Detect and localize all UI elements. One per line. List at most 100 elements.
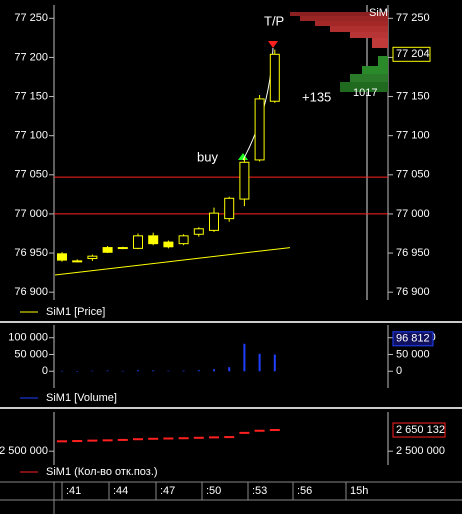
last-value-box	[392, 422, 446, 438]
volume-bar	[137, 370, 139, 372]
last-value-label: 2 650 132	[396, 424, 445, 436]
time-label: 15h	[350, 485, 368, 497]
time-label: :56	[297, 485, 312, 497]
volume-bar	[197, 370, 200, 372]
y-tick-label: 100 000	[8, 332, 48, 344]
volume-bar	[182, 370, 185, 372]
annotation: +135	[302, 89, 331, 104]
candle-body	[72, 260, 83, 263]
time-label: :53	[252, 485, 267, 497]
depth-bar	[340, 82, 388, 92]
time-label: :47	[160, 485, 175, 497]
volume-bar	[106, 370, 109, 372]
y-tick-label: 77 250	[14, 12, 48, 24]
y-tick-label: 77 150	[14, 90, 48, 102]
oi-mark	[209, 436, 219, 439]
volume-bar	[213, 369, 215, 372]
legend-label: SiM1 (Кол-во отк.поз.)	[46, 466, 158, 478]
y-tick-label: 76 900	[396, 286, 430, 298]
y-tick-label: 76 900	[14, 286, 48, 298]
buy-marker	[238, 153, 248, 160]
annotation: T/P	[264, 13, 284, 28]
annotation: buy	[197, 149, 218, 164]
y-tick-label: 77 050	[14, 169, 48, 181]
candle-body	[209, 212, 219, 231]
depth-bar	[350, 32, 388, 38]
volume-bar	[76, 371, 79, 372]
candle-body	[133, 235, 143, 249]
order-book-depth	[290, 12, 388, 92]
oi-mark	[269, 429, 280, 432]
annotation: SiM	[369, 7, 388, 19]
volume-bar	[61, 370, 63, 372]
oi-mark	[239, 431, 250, 434]
legend-label: SiM1 [Volume]	[46, 392, 117, 404]
candle-body	[193, 228, 204, 235]
oi-mark	[133, 438, 143, 441]
candle-body	[178, 235, 189, 245]
depth-bar	[378, 56, 388, 66]
oi-mark	[224, 436, 235, 439]
oi-mark	[117, 438, 128, 441]
y-tick-label: 2 500 000	[396, 445, 445, 457]
take-profit-marker	[268, 41, 278, 48]
y-tick-label: 50 000	[396, 348, 430, 360]
candle-body	[224, 197, 235, 220]
y-tick-label: 50 000	[14, 348, 48, 360]
y-tick-label: 76 950	[14, 247, 48, 259]
last-price-label: 77 204	[396, 48, 430, 60]
oi-mark	[148, 437, 159, 440]
oi-mark	[57, 440, 67, 443]
last-value-label: 96 812	[396, 333, 430, 345]
oi-mark	[193, 436, 204, 439]
volume-bar	[273, 354, 276, 372]
y-tick-label: 0	[396, 365, 402, 377]
candle-body	[254, 98, 265, 161]
oi-mark	[87, 439, 98, 442]
last-price-box	[392, 46, 431, 62]
depth-bar	[315, 21, 388, 26]
y-tick-label: 77 200	[14, 51, 48, 63]
y-tick-label: 2 500 000	[0, 445, 48, 457]
volume-bar	[167, 370, 170, 372]
legend-label: SiM1 [Price]	[46, 306, 105, 318]
y-tick-label: 77 000	[14, 208, 48, 220]
candle-body	[87, 255, 98, 260]
time-label: :50	[206, 485, 221, 497]
last-value-box	[392, 331, 434, 347]
trend-line	[54, 247, 291, 276]
annotation: 1017	[353, 87, 377, 99]
y-tick-label: 77 150	[396, 90, 430, 102]
candle-body	[163, 241, 174, 248]
depth-bar	[372, 38, 388, 48]
y-tick-label: 76 950	[396, 247, 430, 259]
volume-bar	[228, 367, 231, 372]
y-tick-label: 77 100	[14, 130, 48, 142]
depth-bar	[330, 26, 388, 32]
depth-bar	[350, 74, 388, 82]
volume-bar	[152, 370, 155, 372]
time-label: :44	[113, 485, 128, 497]
depth-bar	[300, 16, 388, 21]
volume-bar	[258, 353, 261, 372]
volume-bar	[91, 370, 94, 372]
oi-mark	[254, 429, 265, 432]
oi-mark	[163, 437, 174, 440]
volume-bar	[121, 370, 124, 372]
time-label: :41	[66, 485, 81, 497]
y-tick-label: 77 000	[396, 208, 430, 220]
candle-body	[269, 53, 280, 102]
volume-bar	[243, 343, 246, 372]
candle-body	[102, 247, 113, 253]
y-tick-label: 0	[42, 365, 48, 377]
y-tick-label: 77 100	[396, 130, 430, 142]
candle-body	[57, 253, 67, 261]
y-tick-label: 77 050	[396, 169, 430, 181]
oi-mark	[102, 439, 113, 442]
y-tick-label: 77 250	[396, 12, 430, 24]
depth-bar	[290, 12, 388, 16]
depth-bar	[362, 66, 388, 74]
candle-body	[117, 247, 128, 250]
candle-body	[239, 161, 250, 200]
